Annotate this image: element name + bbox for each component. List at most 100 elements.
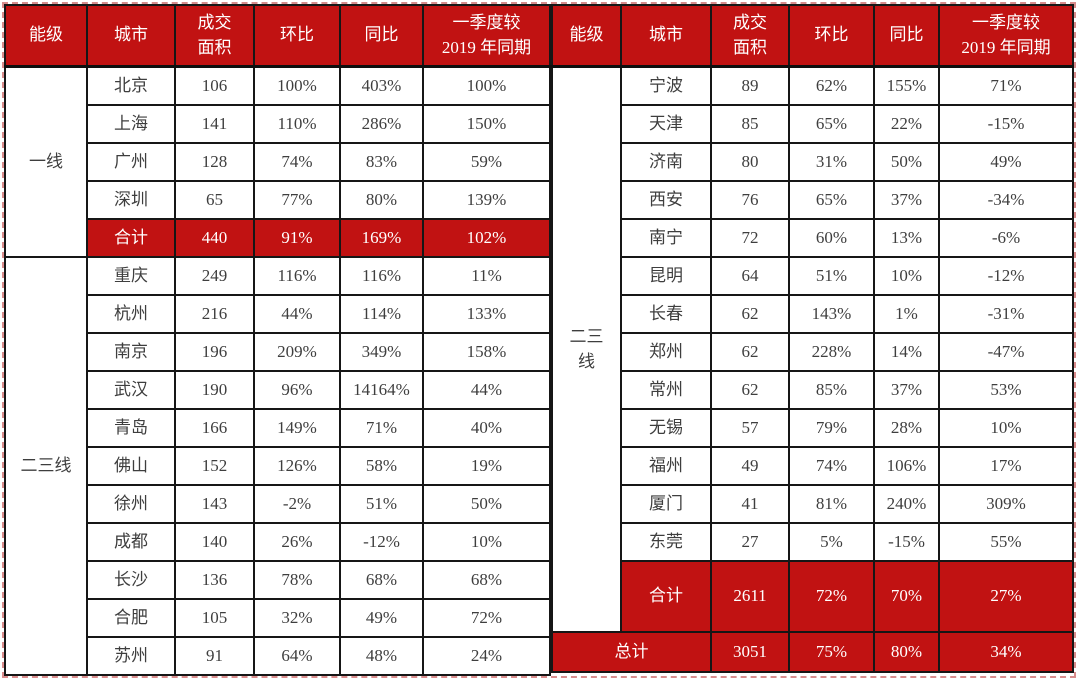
value-cell: 106 bbox=[174, 65, 255, 106]
value-cell: 60% bbox=[788, 218, 875, 258]
value-cell: 152 bbox=[174, 446, 255, 486]
city-cell: 西安 bbox=[620, 180, 712, 220]
city-cell: 苏州 bbox=[86, 636, 176, 676]
value-cell: 80% bbox=[873, 631, 940, 673]
value-cell: 78% bbox=[253, 560, 341, 600]
city-cell: 北京 bbox=[86, 65, 176, 106]
value-cell: 143 bbox=[174, 484, 255, 524]
city-cell: 福州 bbox=[620, 446, 712, 486]
value-cell: 65 bbox=[174, 180, 255, 220]
value-cell: 71% bbox=[938, 65, 1074, 106]
value-cell: 62 bbox=[710, 294, 790, 334]
value-cell: 50% bbox=[873, 142, 940, 182]
column-header-cell: 城市 bbox=[620, 4, 712, 68]
value-cell: 41 bbox=[710, 484, 790, 524]
table-row: 南宁 72 60% 13% -6% bbox=[552, 218, 1074, 258]
value-cell: 116% bbox=[339, 256, 424, 296]
value-cell: 59% bbox=[422, 142, 551, 182]
value-cell: 91 bbox=[174, 636, 255, 676]
table-row: 厦门 41 81% 240% 309% bbox=[552, 484, 1074, 524]
column-header-cell: 能级 bbox=[551, 4, 622, 68]
value-cell: 116% bbox=[253, 256, 341, 296]
value-cell: 62 bbox=[710, 370, 790, 410]
value-cell: 37% bbox=[873, 180, 940, 220]
value-cell: 286% bbox=[339, 104, 424, 144]
column-header-cell: 成交 面积 bbox=[710, 4, 790, 68]
table-row: 合肥 105 32% 49% 72% bbox=[5, 598, 551, 638]
value-cell: 24% bbox=[422, 636, 551, 676]
left-table-header: 能级 城市 成交 面积 环比 同比 一季度较 2019 年同期 bbox=[4, 4, 551, 68]
value-cell: 136 bbox=[174, 560, 255, 600]
table-row: 东莞 27 5% -15% 55% bbox=[552, 522, 1074, 562]
column-header-cell: 环比 bbox=[788, 4, 875, 68]
value-cell: 31% bbox=[788, 142, 875, 182]
value-cell: 13% bbox=[873, 218, 940, 258]
city-cell: 徐州 bbox=[86, 484, 176, 524]
value-cell: 166 bbox=[174, 408, 255, 448]
value-cell: 96% bbox=[253, 370, 341, 410]
value-cell: -6% bbox=[938, 218, 1074, 258]
table-row: 二三 线宁波 89 62% 155% 71% bbox=[551, 65, 1074, 633]
value-cell: 105 bbox=[174, 598, 255, 638]
value-cell: 68% bbox=[422, 560, 551, 600]
value-cell: 155% bbox=[873, 65, 940, 106]
value-cell: 149% bbox=[253, 408, 341, 448]
value-cell: 58% bbox=[339, 446, 424, 486]
value-cell: 85 bbox=[710, 104, 790, 144]
value-cell: 77% bbox=[253, 180, 341, 220]
value-cell: 10% bbox=[938, 408, 1074, 448]
city-cell: 济南 bbox=[620, 142, 712, 182]
table-row: 昆明 64 51% 10% -12% bbox=[552, 256, 1074, 296]
table-row: 杭州 216 44% 114% 133% bbox=[5, 294, 551, 334]
city-cell: 青岛 bbox=[86, 408, 176, 448]
table-row: 常州 62 85% 37% 53% bbox=[552, 370, 1074, 410]
value-cell: 169% bbox=[339, 218, 424, 258]
value-cell: 11% bbox=[422, 256, 551, 296]
city-cell: 合计 bbox=[86, 218, 176, 258]
column-header-cell: 一季度较 2019 年同期 bbox=[938, 4, 1074, 68]
value-cell: 2611 bbox=[710, 560, 790, 633]
table-row: 长沙 136 78% 68% 68% bbox=[5, 560, 551, 600]
value-cell: 10% bbox=[422, 522, 551, 562]
value-cell: 106% bbox=[873, 446, 940, 486]
value-cell: 64% bbox=[253, 636, 341, 676]
value-cell: 64 bbox=[710, 256, 790, 296]
value-cell: -15% bbox=[938, 104, 1074, 144]
left-table-body: 一线 北京 106 100% 403% 100% 上海 141 110% 286% 150% 广州 12… bbox=[4, 65, 551, 676]
value-cell: 44% bbox=[422, 370, 551, 410]
table-row: 济南 80 31% 50% 49% bbox=[552, 142, 1074, 182]
city-cell: 广州 bbox=[86, 142, 176, 182]
value-cell: 72% bbox=[788, 560, 875, 633]
value-cell: 68% bbox=[339, 560, 424, 600]
right-table-body: 二三 线宁波 89 62% 155% 71% 天津 85 65% 22% -15% 济南 80 31% 5… bbox=[551, 65, 1074, 673]
city-cell: 武汉 bbox=[86, 370, 176, 410]
value-cell: 72 bbox=[710, 218, 790, 258]
value-cell: -2% bbox=[253, 484, 341, 524]
value-cell: 37% bbox=[873, 370, 940, 410]
table-row: 福州 49 74% 106% 17% bbox=[552, 446, 1074, 486]
city-cell: 总计 bbox=[551, 631, 712, 673]
table-row: 西安 76 65% 37% -34% bbox=[552, 180, 1074, 220]
value-cell: 10% bbox=[873, 256, 940, 296]
total-row: 合计 440 91% 169% 102% bbox=[5, 218, 551, 258]
value-cell: 65% bbox=[788, 104, 875, 144]
right-table: 能级 城市 成交 面积 环比 同比 一季度较 2019 年同期 二三 线宁波 89 62% 15… bbox=[551, 4, 1074, 673]
value-cell: 49 bbox=[710, 446, 790, 486]
table-row: 苏州 91 64% 48% 24% bbox=[5, 636, 551, 676]
value-cell: 62 bbox=[710, 332, 790, 372]
value-cell: 139% bbox=[422, 180, 551, 220]
value-cell: 126% bbox=[253, 446, 341, 486]
table-row: 天津 85 65% 22% -15% bbox=[552, 104, 1074, 144]
value-cell: 32% bbox=[253, 598, 341, 638]
table-row: 无锡 57 79% 28% 10% bbox=[552, 408, 1074, 448]
tier-cell: 二三线 bbox=[4, 256, 88, 676]
column-header-cell: 城市 bbox=[86, 4, 176, 68]
total-row: 合计 2611 72% 70% 27% bbox=[552, 560, 1074, 633]
tier-cell: 二三 线 bbox=[551, 65, 622, 633]
grand-total-row: 总计 3051 75% 80% 34% bbox=[551, 631, 1074, 673]
right-table-header: 能级 城市 成交 面积 环比 同比 一季度较 2019 年同期 bbox=[551, 4, 1074, 68]
city-cell: 杭州 bbox=[86, 294, 176, 334]
value-cell: 1% bbox=[873, 294, 940, 334]
value-cell: 49% bbox=[339, 598, 424, 638]
